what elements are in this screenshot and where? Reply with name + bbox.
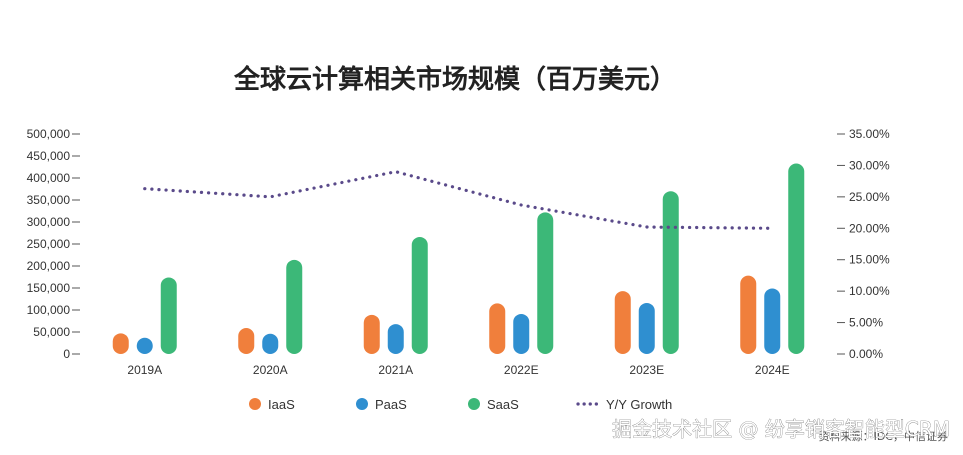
bar-iaas-2020a — [238, 328, 255, 354]
right-tick-label: 10.00% — [849, 284, 890, 298]
x-tick-label: 2022E — [504, 363, 539, 377]
right-tick-label: 20.00% — [849, 221, 890, 235]
bar-paas-2022e — [513, 313, 530, 354]
left-tick-label: 500,000 — [27, 127, 71, 141]
right-axis: 0.00% 5.00% 10.00% 15.00% 20.00% 25.00% 30.00%… — [837, 127, 890, 361]
chart-title: 全球云计算相关市场规模（百万美元） — [233, 64, 676, 95]
left-tick-label: 200,000 — [27, 259, 71, 273]
left-tick-label: 150,000 — [27, 281, 71, 295]
legend-label-growth: Y/Y Growth — [606, 397, 672, 412]
legend: IaaS PaaS SaaS Y/Y Growth — [249, 397, 672, 412]
x-tick-label: 2023E — [629, 363, 664, 377]
legend-swatch-iaas — [249, 398, 261, 410]
bar-iaas-2024e — [740, 275, 757, 354]
watermark: 掘金技术社区 @ 纷享销客智能型CRM — [612, 417, 950, 441]
right-tick-label: 5.00% — [849, 316, 883, 330]
growth-line — [143, 170, 774, 230]
bar-paas-2024e — [764, 288, 781, 354]
bar-iaas-2019a — [112, 333, 129, 354]
bar-saas-2024e — [788, 163, 805, 354]
left-tick-label: 400,000 — [27, 171, 71, 185]
left-tick-label: 50,000 — [33, 325, 70, 339]
bar-saas-2023e — [662, 191, 679, 354]
x-tick-label: 2024E — [755, 363, 790, 377]
x-tick-label: 2021A — [378, 363, 413, 377]
left-tick-label: 250,000 — [27, 237, 71, 251]
bar-iaas-2022e — [489, 303, 506, 354]
x-tick-label: 2019A — [127, 363, 162, 377]
legend-swatch-saas — [468, 398, 480, 410]
bar-saas-2021a — [411, 236, 428, 354]
bar-paas-2019a — [136, 337, 153, 354]
bar-iaas-2023e — [614, 291, 631, 354]
right-tick-label: 15.00% — [849, 253, 890, 267]
left-tick-label: 350,000 — [27, 193, 71, 207]
legend-label-saas: SaaS — [487, 397, 519, 412]
x-axis: 2019A 2020A 2021A 2022E 2023E 2024E — [127, 363, 789, 377]
right-tick-label: 25.00% — [849, 190, 890, 204]
left-tick-label: 300,000 — [27, 215, 71, 229]
source-note: 资料来源：IDC，中信证券 — [819, 429, 948, 443]
bar-paas-2021a — [387, 324, 404, 354]
left-axis: 0 50,000 100,000 150,000 200,000 250,000 300,0… — [27, 127, 80, 361]
growth-line-series — [143, 170, 774, 230]
bar-series — [112, 163, 805, 354]
legend-swatch-paas — [356, 398, 368, 410]
x-tick-label: 2020A — [253, 363, 288, 377]
bar-paas-2023e — [638, 302, 655, 354]
left-tick-label: 0 — [63, 347, 70, 361]
right-tick-label: 30.00% — [849, 158, 890, 172]
bar-paas-2020a — [262, 333, 279, 354]
left-tick-label: 100,000 — [27, 303, 71, 317]
bar-iaas-2021a — [363, 314, 380, 354]
bar-saas-2020a — [286, 259, 303, 354]
right-tick-label: 35.00% — [849, 127, 890, 141]
legend-label-paas: PaaS — [375, 397, 407, 412]
bar-saas-2022e — [537, 212, 554, 354]
legend-label-iaas: IaaS — [268, 397, 295, 412]
bar-saas-2019a — [160, 277, 177, 354]
left-tick-label: 450,000 — [27, 149, 71, 163]
right-tick-label: 0.00% — [849, 347, 883, 361]
